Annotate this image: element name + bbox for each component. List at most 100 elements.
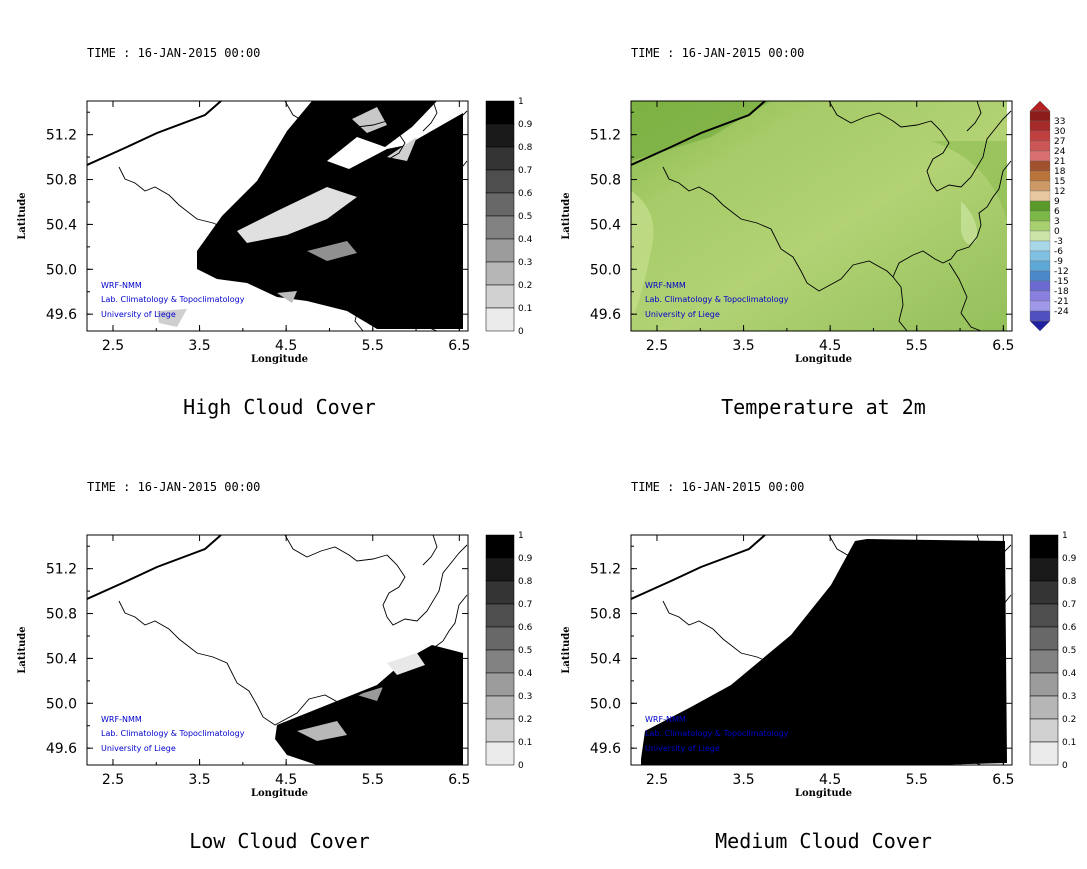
colorbar-bin <box>485 741 515 766</box>
map-plot-area <box>87 101 468 331</box>
x-tick-label: 5.5 <box>906 338 928 354</box>
credit-line: University of Liege <box>645 744 720 753</box>
colorbar-label: 0.1 <box>1062 738 1076 748</box>
credit-line: WRF-NMM <box>101 715 142 724</box>
x-tick-label: 4.5 <box>275 338 297 354</box>
plot-frame <box>86 100 469 332</box>
y-tick-label: 51.2 <box>590 562 621 578</box>
colorbar-bin <box>485 672 515 697</box>
y-tick-label: 50.0 <box>46 696 77 712</box>
country-border <box>966 101 982 132</box>
colorbar-label: -3 <box>1054 237 1063 247</box>
colorbar-bin <box>485 695 515 720</box>
colorbar-bin <box>1029 534 1059 559</box>
y-tick-label: 50.4 <box>590 651 621 667</box>
x-axis-title: Longitude <box>251 354 308 365</box>
time-label: TIME : 16-JAN-2015 00:00 <box>87 46 260 60</box>
map-plot-area <box>631 101 1012 331</box>
colorbar-bin <box>485 580 515 605</box>
colorbar: 1 0.9 0.8 0.7 0.6 0.5 0.4 0.3 0.2 0.1 0 <box>485 531 533 771</box>
colorbar-label: 3 <box>1054 217 1060 227</box>
colorbar-label: 0 <box>1054 227 1060 237</box>
colorbar: 1 0.9 0.8 0.7 0.6 0.5 0.4 0.3 0.2 0.1 0 <box>1029 531 1077 771</box>
colorbar-bin <box>1029 120 1051 132</box>
y-tick-label: 51.2 <box>46 562 77 578</box>
y-tick-label: 50.4 <box>46 651 77 667</box>
x-tick-label: 6.5 <box>992 772 1014 788</box>
country-border <box>926 110 1012 192</box>
country-border <box>948 262 982 331</box>
colorbar-label: 1 <box>1062 531 1068 541</box>
colorbar-label: 0.9 <box>518 120 533 130</box>
country-border <box>404 696 438 765</box>
colorbar-bin <box>1029 603 1059 628</box>
time-label: TIME : 16-JAN-2015 00:00 <box>631 46 804 60</box>
x-tick-label: 3.5 <box>732 338 754 354</box>
colorbar-label: 18 <box>1054 167 1066 177</box>
cloud-gap <box>157 309 187 327</box>
plot-frame <box>630 534 1013 766</box>
colorbar-label: 0.9 <box>1062 554 1077 564</box>
colorbar-label: 0 <box>1062 761 1068 771</box>
colorbar-bin <box>485 192 515 217</box>
colorbar-label: 0.3 <box>518 258 532 268</box>
colorbar-bin <box>1029 300 1051 312</box>
y-tick-label: 49.6 <box>590 741 621 757</box>
colorbar-label: -12 <box>1054 267 1069 277</box>
credit-line: University of Liege <box>101 744 176 753</box>
colorbar-label: 0.5 <box>1062 646 1076 656</box>
colorbar-label: 0.1 <box>518 304 532 314</box>
colorbar-label: 0.6 <box>1062 623 1077 633</box>
coastline <box>631 101 766 166</box>
temperature-field <box>631 101 771 161</box>
credit-line: Lab. Climatology & Topoclimatology <box>101 729 245 738</box>
colorbar-bin <box>1029 290 1051 302</box>
colorbar-bin <box>485 261 515 286</box>
y-axis-title: Latitude <box>561 192 572 239</box>
colorbar-label: 15 <box>1054 177 1065 187</box>
panel-title: Low Cloud Cover <box>189 829 370 853</box>
x-tick-label: 4.5 <box>819 772 841 788</box>
country-border <box>382 110 468 192</box>
colorbar-min-arrow <box>1029 320 1051 332</box>
credit-line: University of Liege <box>101 310 176 319</box>
colorbar-bin <box>1029 130 1051 142</box>
colorbar-bin <box>485 307 515 332</box>
colorbar-label: 0.1 <box>518 738 532 748</box>
cloud-gap <box>387 653 425 675</box>
colorbar-bin <box>485 284 515 309</box>
temperature-field <box>961 201 977 245</box>
x-tick-label: 2.5 <box>102 772 124 788</box>
colorbar-label: -21 <box>1054 297 1069 307</box>
colorbar-label: 0.3 <box>1062 692 1076 702</box>
colorbar-bin <box>1029 310 1051 322</box>
x-tick-label: 2.5 <box>102 338 124 354</box>
time-label: TIME : 16-JAN-2015 00:00 <box>87 480 260 494</box>
colorbar-label: 0.4 <box>518 235 533 245</box>
country-border <box>892 276 908 331</box>
x-tick-label: 5.5 <box>906 772 928 788</box>
colorbar-bin <box>1029 220 1051 232</box>
colorbar-label: 0.7 <box>518 600 532 610</box>
coastline <box>87 535 222 600</box>
x-axis-title: Longitude <box>795 788 852 799</box>
colorbar-bin <box>1029 240 1051 252</box>
colorbar-bin <box>1029 200 1051 212</box>
colorbar-bin <box>1029 672 1059 697</box>
x-tick-label: 2.5 <box>646 338 668 354</box>
colorbar-label: 0.2 <box>1062 715 1076 725</box>
colorbar-bin <box>1029 270 1051 282</box>
x-tick-label: 5.5 <box>362 338 384 354</box>
colorbar-bin <box>1029 280 1051 292</box>
country-border <box>926 544 1012 626</box>
country-border <box>348 710 364 765</box>
cloud-gap <box>307 241 357 261</box>
panel-title: Medium Cloud Cover <box>715 829 932 853</box>
country-border <box>118 594 468 726</box>
country-border <box>892 710 908 765</box>
panel-low-cloud: TIME : 16-JAN-2015 00:00 2.5 3.5 4.5 5.5 6.5 5… <box>17 480 533 853</box>
colorbar-bin <box>485 238 515 263</box>
y-tick-label: 50.0 <box>46 262 77 278</box>
colorbar-bin <box>1029 140 1051 152</box>
colorbar-label: 1 <box>518 97 524 107</box>
